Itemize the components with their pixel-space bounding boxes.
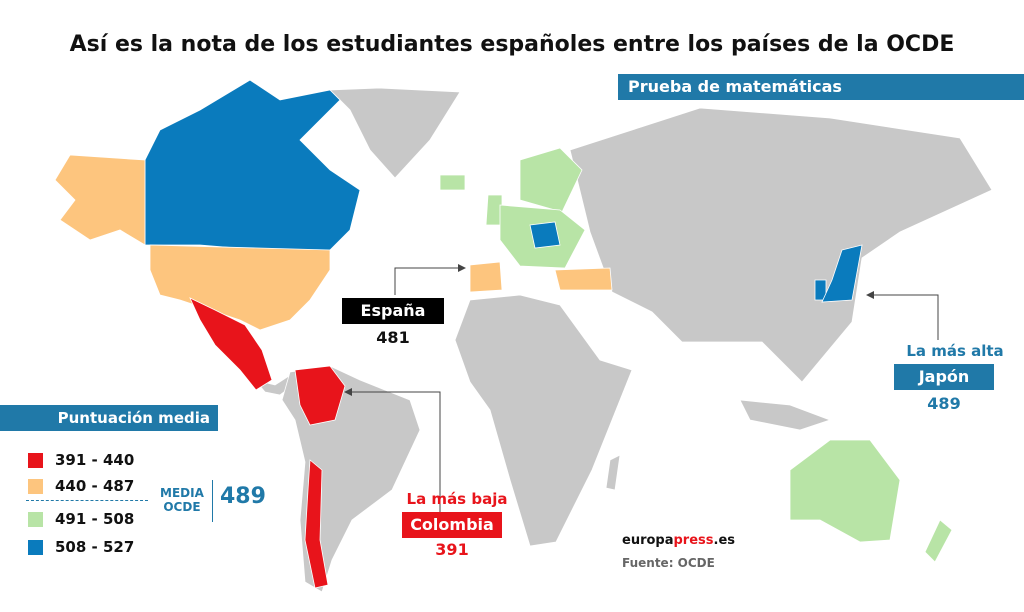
oecd-label-1: MEDIA — [160, 486, 204, 500]
highest-value: 489 — [927, 394, 961, 413]
asia — [569, 107, 993, 383]
chile — [304, 459, 329, 589]
brand-logo: europapress.es — [622, 533, 735, 548]
japan — [821, 244, 863, 303]
lowest-value: 391 — [435, 540, 469, 559]
canada — [144, 79, 361, 261]
brand-part: europa — [622, 533, 674, 548]
oecd-divider — [26, 500, 148, 501]
spain — [469, 261, 503, 293]
brand-part: .es — [713, 533, 736, 548]
legend-label: 508 - 527 — [55, 538, 135, 556]
lowest-country: Colombia — [402, 512, 502, 538]
europe-blue — [529, 221, 561, 249]
legend-label: 491 - 508 — [55, 510, 135, 528]
callout-arrows — [348, 267, 939, 512]
legend-swatch-red — [28, 452, 43, 468]
legend-label: 440 - 487 — [55, 477, 135, 495]
legend-label: 391 - 440 — [55, 451, 135, 469]
highest-country: Japón — [894, 364, 994, 390]
legend-item: 391 - 440 — [28, 451, 134, 469]
legend-title: Puntuación media — [0, 405, 218, 431]
brand-part: press — [673, 533, 714, 548]
australia — [789, 439, 901, 543]
legend-swatch-blue — [28, 539, 43, 555]
map-title: Así es la nota de los estudiantes españo… — [69, 32, 955, 57]
usa — [149, 244, 331, 331]
greenland — [329, 87, 461, 179]
source: Fuente: OCDE — [622, 556, 715, 570]
iceland — [439, 174, 466, 191]
highest-caption: La más alta — [906, 342, 1004, 360]
legend-item: 491 - 508 — [28, 510, 134, 528]
mexico — [189, 297, 273, 391]
spain-label: España — [342, 298, 444, 324]
new-zealand — [924, 519, 953, 563]
madagascar — [605, 454, 621, 491]
spain-value: 481 — [376, 328, 410, 347]
africa — [454, 294, 633, 547]
oecd-value: 489 — [220, 484, 266, 509]
legend-swatch-orange — [28, 478, 43, 494]
alaska — [54, 154, 146, 246]
legend-swatch-green — [28, 511, 43, 527]
oecd-label-2: OCDE — [163, 500, 201, 514]
indonesia — [739, 399, 832, 431]
oecd-label: MEDIA OCDE — [160, 486, 204, 514]
legend-item: 440 - 487 — [28, 477, 134, 495]
turkey — [554, 267, 613, 291]
colombia — [294, 365, 346, 426]
lowest-caption: La más baja — [406, 490, 508, 508]
oecd-separator — [212, 480, 213, 522]
legend-item: 508 - 527 — [28, 538, 134, 556]
map-subtitle: Prueba de matemáticas — [618, 74, 1024, 100]
